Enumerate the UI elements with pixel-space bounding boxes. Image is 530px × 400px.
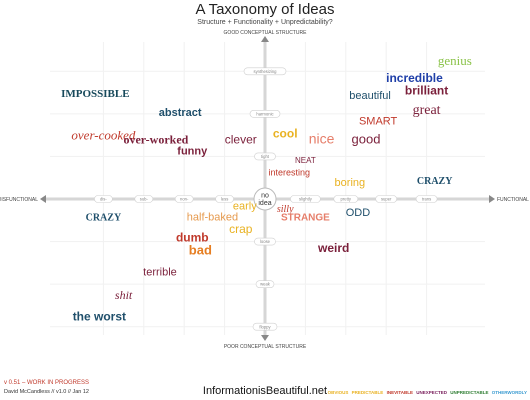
x-tick-label: super (381, 197, 392, 202)
idea-word: dumb (176, 231, 209, 245)
x-tick-label: slightly (299, 197, 313, 202)
center-label-line1: no (261, 193, 269, 200)
idea-word: SMART (359, 116, 398, 128)
x-tick-label-pill (375, 195, 398, 203)
idea-word: over-worked (123, 133, 188, 147)
axis-label-poor-structure: POOR CONCEPTUAL STRUCTURE (224, 344, 307, 350)
idea-word: over-cooked (71, 127, 135, 142)
idea-word: STRANGE (281, 212, 330, 223)
x-tick-label-pill (415, 195, 438, 203)
axis-label-disfunctional: DISFUNCTIONAL (0, 197, 38, 203)
x-tick-label-pill (134, 195, 154, 203)
x-tick-label: non- (180, 197, 189, 202)
idea-word: genius (438, 53, 472, 68)
y-axis-top-arrow (261, 36, 269, 42)
legend-item-predictable: PREDICTABLE (351, 390, 384, 395)
idea-word: shit (115, 288, 133, 302)
idea-word: beautiful (349, 90, 391, 102)
idea-word: ODD (346, 207, 371, 219)
x-tick-label: dis- (100, 197, 107, 202)
idea-word: the worst (73, 309, 126, 323)
axis-label-good-structure: GOOD CONCEPTUAL STRUCTURE (224, 30, 308, 36)
version-note: v 0.51 – WORK IN PROGRESS (4, 380, 90, 386)
brand-link[interactable]: InformationisBeautiful.net (202, 385, 328, 397)
idea-word: incredible (386, 71, 443, 85)
y-tick-label-pill (249, 110, 281, 118)
idea-word: abstract (159, 107, 202, 119)
idea-word: clever (225, 133, 257, 147)
x-tick-label-pill (94, 195, 113, 203)
axis-label-functional: FUNCTIONAL (497, 197, 529, 203)
idea-word: nice (309, 131, 335, 147)
center-circle (253, 187, 277, 211)
idea-word: good (352, 132, 381, 147)
idea-word: IMPOSSIBLE (61, 88, 129, 100)
idea-word: interesting (268, 168, 310, 178)
x-tick-label: sub- (140, 197, 149, 202)
legend-item-unexpected: UNEXPECTED (416, 390, 448, 395)
y-tick-label: synthesizing (253, 69, 277, 74)
y-tick-label-pill (255, 280, 275, 288)
x-tick-label: pretty (341, 197, 352, 202)
y-tick-label: loose (260, 239, 271, 244)
x-axis-left-arrow (40, 195, 46, 203)
idea-word: weird (317, 241, 349, 255)
x-tick-label-pill (333, 195, 359, 203)
idea-word: CRAZY (417, 176, 453, 187)
y-tick-label: harmonic (256, 111, 273, 116)
y-tick-label-pill (252, 322, 278, 331)
y-tick-label-pill (254, 152, 276, 161)
x-axis-right-arrow (489, 195, 495, 203)
x-tick-label-pill (215, 195, 234, 203)
idea-word: bad (189, 242, 212, 257)
x-tick-label: less (221, 197, 228, 202)
idea-word: CRAZY (86, 212, 122, 223)
y-tick-label-pill (243, 67, 287, 76)
color-legend: OBVIOUS PREDICTABLE INEVITABLE UNEXPECTE… (326, 390, 527, 395)
idea-word: great (413, 103, 441, 118)
legend-item-unpredictable: UNPREDICTABLE (450, 390, 489, 395)
chart-subtitle: Structure + Functionality + Unpredictabi… (197, 19, 333, 26)
y-tick-label: weak (260, 282, 271, 287)
idea-word: terrible (143, 267, 177, 279)
idea-word: funny (177, 145, 208, 157)
idea-word: early (233, 201, 257, 213)
x-tick-label-pill (290, 195, 321, 203)
legend-item-obvious: OBVIOUS (327, 390, 349, 395)
x-tick-label-pill (174, 195, 194, 203)
y-tick-label-pill (254, 237, 276, 246)
idea-word: boring (335, 177, 366, 189)
idea-word: brilliant (405, 84, 448, 98)
legend-item-inevitable: INEVITABLE (386, 390, 413, 395)
idea-word: NEAT (295, 156, 316, 165)
legend-item-otherwordly: OTHERWORDLY (491, 390, 527, 395)
credit-line: David McCandless // v1.0 // Jan 12 (4, 389, 89, 395)
idea-word: half-baked (187, 211, 238, 223)
chart-title: A Taxonomy of Ideas (195, 1, 335, 18)
idea-word: cool (273, 126, 298, 140)
y-tick-label: floppy (259, 324, 271, 329)
x-tick-label: trans (422, 197, 431, 202)
y-tick-label: tight (261, 154, 270, 159)
idea-word: silly (277, 204, 294, 215)
center-label-line2: idea (258, 200, 271, 207)
idea-word: crap (229, 222, 253, 236)
y-axis-bottom-arrow (261, 335, 269, 341)
